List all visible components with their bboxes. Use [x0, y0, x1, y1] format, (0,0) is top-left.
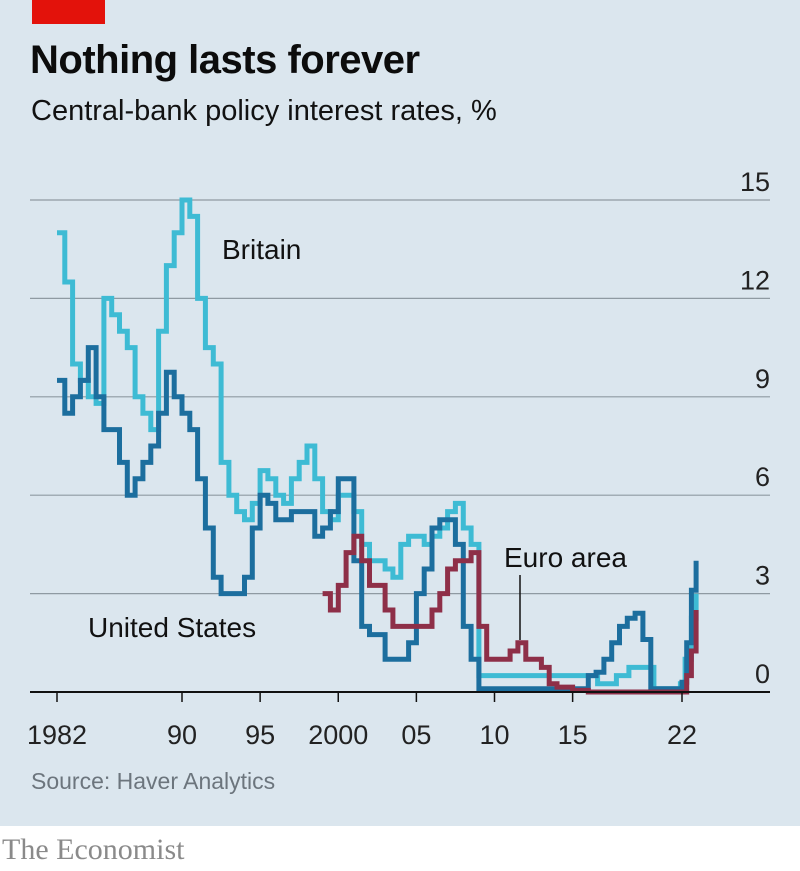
publisher-wordmark: The Economist	[2, 833, 185, 866]
y-tick-label-12: 12	[740, 265, 770, 295]
x-tick-label-10: 10	[479, 720, 509, 750]
series-line-euro-area	[322, 533, 699, 695]
x-tick-label-90: 90	[167, 720, 197, 750]
x-tick-label-05: 05	[401, 720, 431, 750]
line-chart: 15 12 9 6 3 0 1982 90 95 2000 05 10 15 22 Britain Unit…	[27, 167, 770, 750]
axes: 15 12 9 6 3 0 1982 90 95 2000 05 10 15 22	[27, 167, 770, 750]
y-tick-label-6: 6	[755, 462, 770, 492]
gridlines	[30, 199, 770, 595]
y-tick-label-9: 9	[755, 364, 770, 394]
series-label-united-states: United States	[88, 612, 256, 643]
x-tick-label-1982: 1982	[27, 720, 87, 750]
source-note: Source: Haver Analytics	[31, 768, 276, 794]
series-label-euro-area: Euro area	[504, 542, 627, 573]
brand-red-tab	[32, 0, 105, 24]
x-tick-label-2000: 2000	[308, 720, 368, 750]
series-labels: Britain United States Euro area	[88, 234, 627, 643]
series-lines	[57, 197, 699, 695]
x-tick-label-22: 22	[667, 720, 697, 750]
x-tick-label-95: 95	[245, 720, 275, 750]
series-label-britain: Britain	[222, 234, 301, 265]
y-tick-label-0: 0	[755, 659, 770, 689]
x-tick-label-15: 15	[558, 720, 588, 750]
chart-title: Nothing lasts forever	[30, 38, 420, 82]
chart-subtitle: Central-bank policy interest rates, %	[31, 95, 497, 127]
series-line-united-states	[57, 345, 699, 692]
y-tick-label-3: 3	[755, 561, 770, 591]
series-line-britain	[57, 197, 699, 692]
y-tick-label-15: 15	[740, 167, 770, 197]
